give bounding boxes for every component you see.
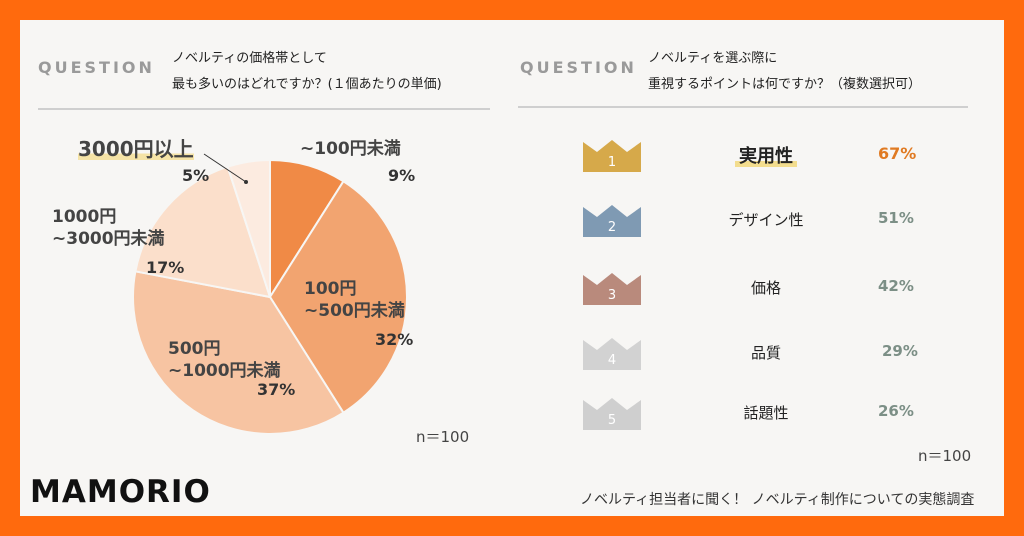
pie-label-text: 100円 bbox=[304, 279, 357, 299]
crown-rank-number: 2 bbox=[608, 220, 616, 235]
crown-icon: 2 bbox=[583, 205, 641, 237]
left-question-label: QUESTION bbox=[38, 58, 155, 77]
crown-icon: 4 bbox=[583, 338, 641, 370]
right-question-text: ノベルティを選ぶ際に 重視するポイントは何ですか？（複数選択可） bbox=[648, 46, 921, 98]
ranking-item-name-highlight: 実用性 bbox=[735, 146, 797, 167]
ranking-item-percent: 51% bbox=[878, 209, 914, 227]
ranking-item-percent: 42% bbox=[878, 277, 914, 295]
right-question-line1: ノベルティを選ぶ際に bbox=[648, 51, 778, 66]
pie-value-3: 37% bbox=[257, 380, 296, 399]
ranking-item-name: 価格 bbox=[750, 279, 781, 297]
pie-label-text: ~100円未満 bbox=[300, 139, 401, 159]
ranking-item-name: 話題性 bbox=[743, 404, 789, 422]
crown-rank-number: 3 bbox=[608, 288, 616, 303]
pie-label-1: ~100円未満 bbox=[300, 138, 401, 160]
ranking-item-percent: 26% bbox=[878, 402, 914, 420]
pie-value-4: 17% bbox=[146, 258, 185, 277]
ranking-item-name: デザイン性 bbox=[728, 211, 804, 229]
right-sample-size: n＝100 bbox=[918, 447, 972, 465]
left-question-line2: 最も多いのはどれですか？(１個あたりの単価) bbox=[172, 77, 442, 92]
left-question-line1: ノベルティの価格帯として bbox=[172, 51, 327, 66]
leader-line bbox=[203, 153, 247, 183]
pie-label-3: 500円 ~1000円未満 bbox=[168, 338, 281, 382]
crown-icon: 5 bbox=[583, 398, 641, 430]
crown-rank-number: 5 bbox=[608, 413, 616, 428]
pie-label-text: 1000円 bbox=[52, 207, 117, 227]
pie-label-text: ~500円未満 bbox=[304, 301, 405, 321]
pie-label-text: 500円 bbox=[168, 339, 221, 359]
crown-rank-number: 1 bbox=[608, 155, 616, 170]
leader-dot bbox=[244, 180, 248, 184]
crown-rank-number: 4 bbox=[608, 353, 616, 368]
pie-label-5: 3000円以上 bbox=[78, 138, 194, 160]
pie-label-text: 3000円以上 bbox=[78, 137, 194, 161]
pie-label-2: 100円 ~500円未満 bbox=[304, 278, 405, 322]
right-question-line2: 重視するポイントは何ですか？（複数選択可） bbox=[648, 77, 922, 92]
pie-slice-1 bbox=[269, 158, 345, 301]
ranking-item-percent: 67% bbox=[878, 144, 917, 163]
left-question-text: ノベルティの価格帯として 最も多いのはどれですか？(１個あたりの単価) bbox=[172, 46, 442, 98]
pie-label-4: 1000円 ~3000円未満 bbox=[52, 206, 165, 250]
pie-slice-5 bbox=[226, 158, 271, 298]
brand-logo: MAMORIO bbox=[30, 474, 211, 510]
ranking-item-name: 実用性 bbox=[696, 142, 836, 168]
right-divider bbox=[518, 106, 968, 108]
pie-value-1: 9% bbox=[388, 166, 416, 185]
ranking-item-name: 品質 bbox=[750, 344, 781, 362]
right-question-label: QUESTION bbox=[520, 58, 637, 77]
footer-caption: ノベルティ担当者に聞く！ ノベルティ制作についての実態調査 bbox=[580, 492, 975, 508]
crown-icon: 1 bbox=[583, 140, 641, 172]
pie-value-5: 5% bbox=[182, 166, 210, 185]
ranking-item-percent: 29% bbox=[882, 342, 918, 360]
crown-icon: 3 bbox=[583, 273, 641, 305]
pie-value-2: 32% bbox=[375, 330, 414, 349]
pie-label-text: ~3000円未満 bbox=[52, 229, 165, 249]
pie-label-text: ~1000円未満 bbox=[168, 361, 281, 381]
survey-card: QUESTION ノベルティの価格帯として 最も多いのはどれですか？(１個あたり… bbox=[20, 20, 1004, 516]
left-sample-size: n＝100 bbox=[416, 428, 470, 446]
left-divider bbox=[38, 108, 490, 110]
